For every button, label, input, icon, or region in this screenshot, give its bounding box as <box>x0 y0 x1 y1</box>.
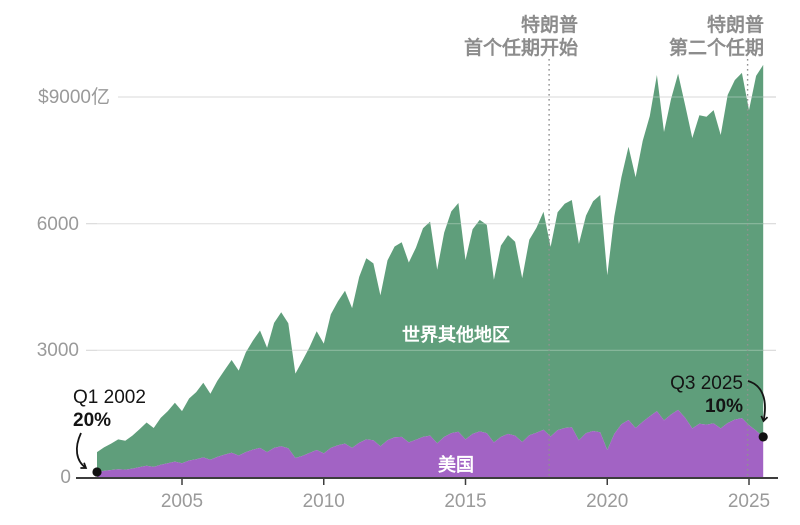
area-rest-of-world <box>97 64 764 473</box>
x-tick-label-2015: 2015 <box>444 491 486 512</box>
annotation-end-pct: 10% <box>705 396 743 417</box>
series-label-rest-of-world: 世界其他地区 <box>402 324 510 345</box>
x-tick-label-2025: 2025 <box>728 491 770 512</box>
annotation-start-label: Q1 2002 <box>73 387 146 408</box>
event-label-first-term-line2: 首个任期开始 <box>464 36 578 59</box>
event-label-second-term-line1: 特朗普 <box>707 13 764 36</box>
series-label-us: 美国 <box>438 454 474 475</box>
end-dot <box>758 432 768 442</box>
annotation-end-arrow <box>747 380 769 423</box>
event-label-second-term-line2: 第二个任期 <box>669 36 764 59</box>
annotation-start-arrow <box>75 432 88 469</box>
y-tick-label-9000: $9000亿 <box>38 86 110 108</box>
area-us <box>97 409 764 477</box>
annotation-end-label: Q3 2025 <box>670 373 743 394</box>
annotation-end: Q3 2025 10% <box>670 373 769 442</box>
x-tick-label-2020: 2020 <box>586 491 628 512</box>
annotation-start-pct: 20% <box>73 410 111 431</box>
gridline-overlays <box>97 96 763 351</box>
x-tick-label-2005: 2005 <box>161 491 203 512</box>
y-tick-label-6000: 6000 <box>37 214 79 235</box>
event-label-first-term-line1: 特朗普 <box>521 13 578 36</box>
annotation-start: Q1 2002 20% <box>73 387 146 477</box>
y-tick-label-0: 0 <box>60 467 71 488</box>
start-dot <box>92 467 102 477</box>
x-tick-label-2010: 2010 <box>303 491 345 512</box>
y-tick-label-3000: 3000 <box>37 340 79 361</box>
x-axis <box>76 477 778 485</box>
